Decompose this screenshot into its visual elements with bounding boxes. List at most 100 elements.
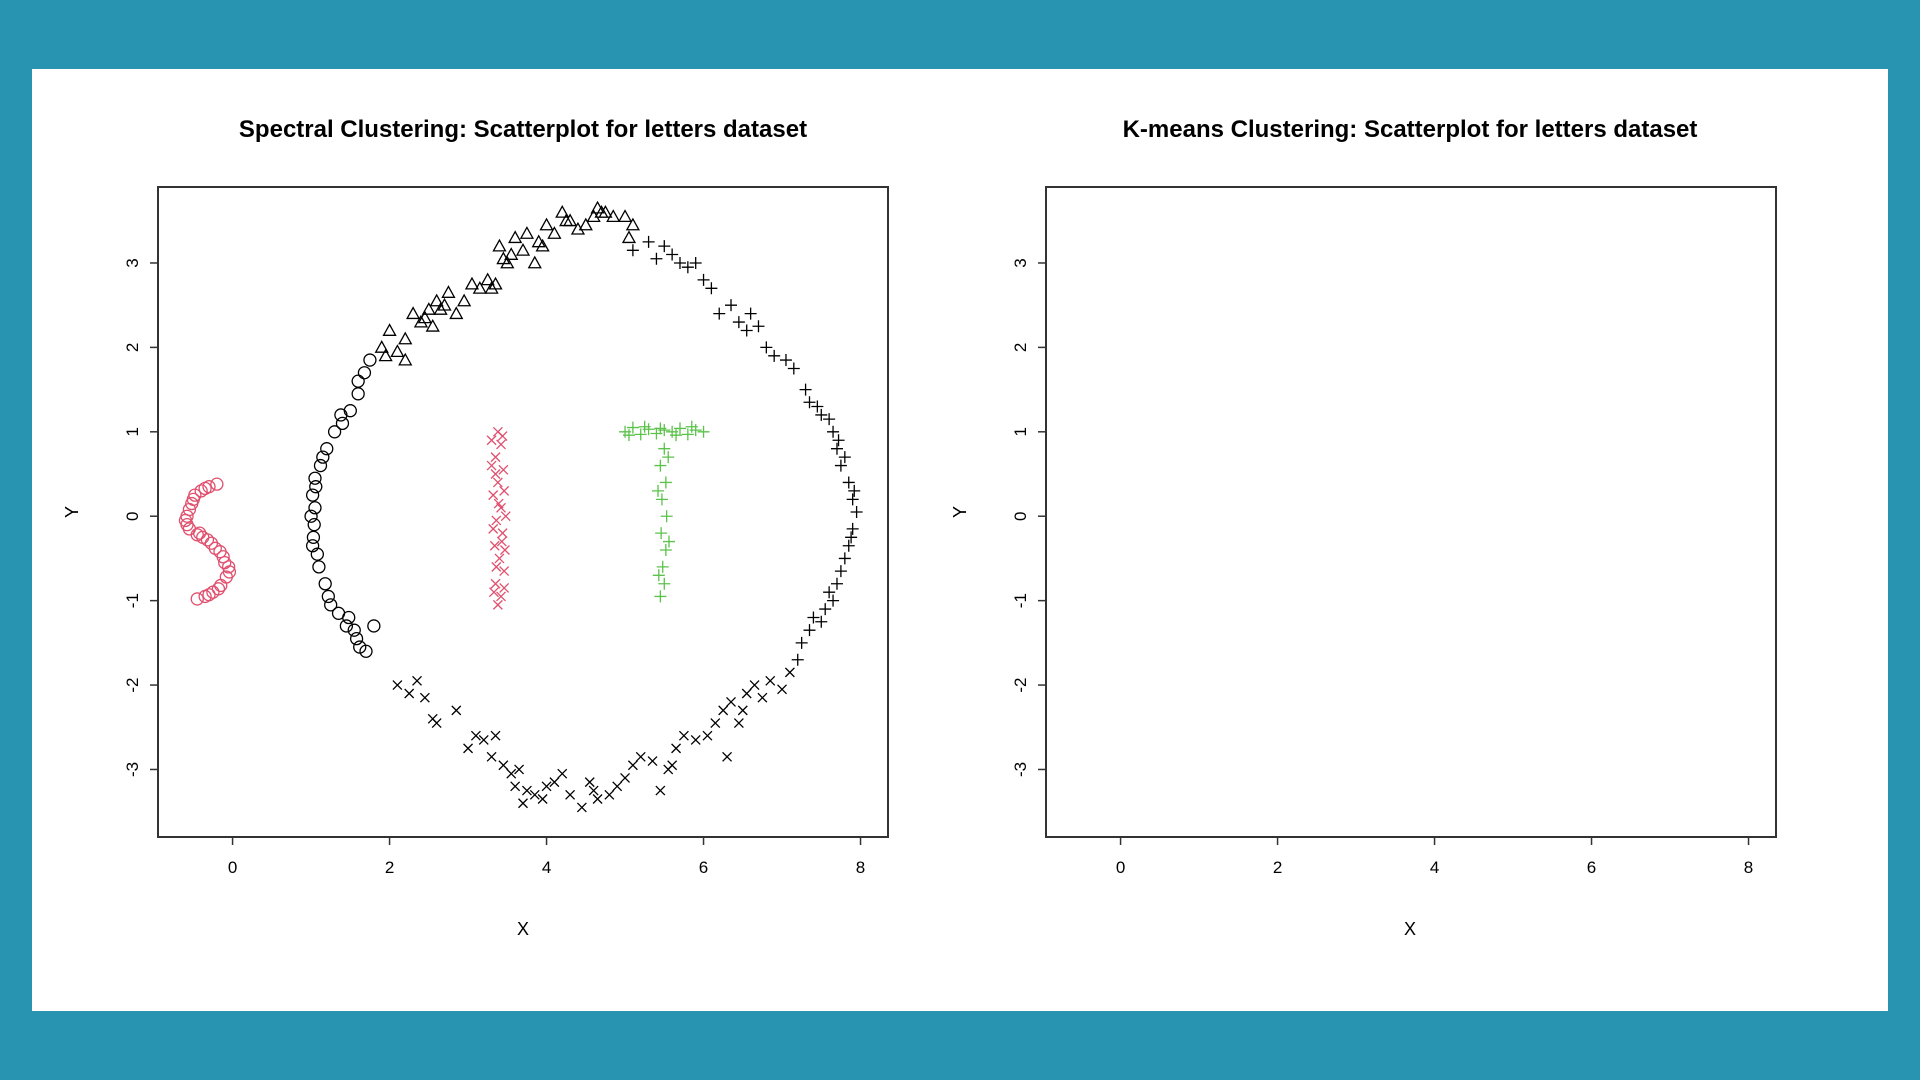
- spectral-point-s0: [305, 488, 320, 502]
- spectral-point-s0: [318, 577, 332, 591]
- spectral-point-s0: [327, 425, 342, 439]
- spectral-point-s3: [419, 692, 430, 703]
- kmeans-x-tick-label: 6: [1587, 858, 1596, 877]
- spectral-point-s2: [830, 577, 843, 590]
- spectral-point-s3: [737, 705, 748, 716]
- spectral-point-s6: [655, 527, 668, 540]
- spectral-point-s2: [732, 316, 745, 329]
- spectral-point-s5: [486, 435, 497, 446]
- spectral-point-s3: [470, 730, 481, 741]
- spectral-plot-frame: [157, 186, 889, 838]
- spectral-point-s5: [496, 536, 507, 547]
- spectral-point-s3: [718, 705, 729, 716]
- spectral-point-s5: [497, 528, 508, 539]
- spectral-point-s1: [464, 276, 480, 290]
- spectral-point-s4: [180, 509, 194, 523]
- spectral-point-s4: [198, 481, 212, 496]
- spectral-point-s3: [451, 705, 462, 716]
- spectral-point-s3: [490, 730, 501, 741]
- spectral-point-s2: [681, 261, 694, 274]
- kmeans-plot-title: K-means Clustering: Scatterplot for lett…: [1123, 116, 1698, 143]
- spectral-point-s2: [845, 531, 858, 544]
- spectral-point-s6: [658, 442, 671, 455]
- kmeans-y-tick-label: 3: [1011, 258, 1030, 267]
- spectral-point-s0: [309, 480, 323, 494]
- kmeans-x-axis-label: X: [1404, 919, 1416, 939]
- spectral-point-s1: [429, 293, 444, 307]
- spectral-point-s0: [359, 644, 373, 658]
- slide-canvas: Spectral Clustering: Scatterplot for let…: [32, 69, 1888, 1011]
- spectral-point-s2: [830, 442, 843, 455]
- spectral-point-s2: [760, 341, 773, 354]
- spectral-point-s4: [214, 578, 228, 593]
- spectral-point-s1: [398, 331, 413, 345]
- spectral-point-s2: [725, 299, 738, 312]
- spectral-y-tick-label: -1: [123, 593, 142, 608]
- spectral-point-s5: [498, 464, 509, 475]
- spectral-point-s6: [662, 451, 675, 464]
- spectral-y-tick-label: 2: [123, 343, 142, 352]
- spectral-point-s0: [321, 589, 335, 604]
- spectral-point-s3: [612, 781, 623, 792]
- spectral-point-s5: [488, 587, 499, 598]
- spectral-point-s6: [663, 535, 675, 548]
- spectral-point-s3: [588, 785, 599, 796]
- spectral-point-s5: [491, 515, 502, 526]
- spectral-point-s2: [838, 451, 851, 464]
- spectral-point-s3: [765, 675, 776, 686]
- spectral-point-s5: [490, 469, 501, 479]
- spectral-point-s1: [547, 226, 562, 239]
- spectral-point-s3: [749, 680, 760, 691]
- spectral-point-s6: [670, 429, 683, 442]
- spectral-point-s3: [529, 789, 540, 800]
- spectral-point-s1: [457, 293, 472, 307]
- spectral-point-s2: [827, 425, 840, 438]
- spectral-x-tick-label: 0: [228, 858, 237, 877]
- spectral-point-s6: [655, 493, 668, 506]
- kmeans-x-tick-label: 8: [1744, 858, 1753, 877]
- spectral-point-s3: [733, 718, 744, 728]
- spectral-point-s4: [192, 526, 207, 540]
- spectral-point-s3: [412, 675, 422, 686]
- spectral-point-s0: [305, 539, 320, 553]
- spectral-point-s4: [185, 496, 199, 511]
- spectral-point-s2: [815, 408, 828, 421]
- spectral-point-s2: [848, 484, 861, 497]
- kmeans-y-tick-label: 0: [1011, 511, 1030, 520]
- spectral-point-s3: [521, 785, 532, 796]
- spectral-point-s4: [211, 582, 226, 596]
- spectral-point-s2: [819, 603, 832, 616]
- spectral-point-s1: [421, 302, 436, 315]
- spectral-point-s2: [795, 636, 808, 649]
- spectral-point-s6: [659, 543, 672, 556]
- spectral-point-s3: [627, 760, 638, 771]
- spectral-point-s1: [449, 306, 464, 320]
- spectral-point-s4: [221, 560, 236, 574]
- spectral-x-axis-label: X: [517, 919, 529, 939]
- spectral-point-s5: [486, 460, 497, 471]
- spectral-point-s3: [777, 684, 787, 695]
- spectral-point-s3: [404, 688, 415, 699]
- spectral-point-s1: [480, 272, 495, 286]
- spectral-point-s6: [654, 422, 667, 435]
- spectral-point-s4: [204, 536, 219, 550]
- spectral-point-s3: [710, 718, 721, 728]
- spectral-point-s0: [334, 408, 348, 422]
- spectral-point-s2: [768, 349, 781, 362]
- spectral-y-tick-label: 3: [123, 258, 142, 267]
- spectral-point-s1: [519, 226, 535, 239]
- spectral-point-s1: [625, 217, 640, 231]
- spectral-point-s1: [578, 217, 593, 231]
- spectral-point-s3: [463, 743, 474, 754]
- spectral-point-s0: [310, 547, 324, 561]
- spectral-x-tick-label: 8: [856, 858, 865, 877]
- spectral-point-s1: [617, 209, 633, 222]
- spectral-point-s2: [827, 594, 840, 607]
- spectral-point-s1: [539, 217, 554, 231]
- spectral-point-s3: [604, 789, 615, 800]
- kmeans-plot: K-means Clustering: Scatterplot for lett…: [950, 116, 1777, 939]
- spectral-point-s5: [496, 591, 506, 602]
- spectral-point-s3: [690, 734, 701, 745]
- spectral-point-s0: [339, 619, 354, 633]
- kmeans-x-ticks: 0 2 4 6 8: [1116, 836, 1753, 877]
